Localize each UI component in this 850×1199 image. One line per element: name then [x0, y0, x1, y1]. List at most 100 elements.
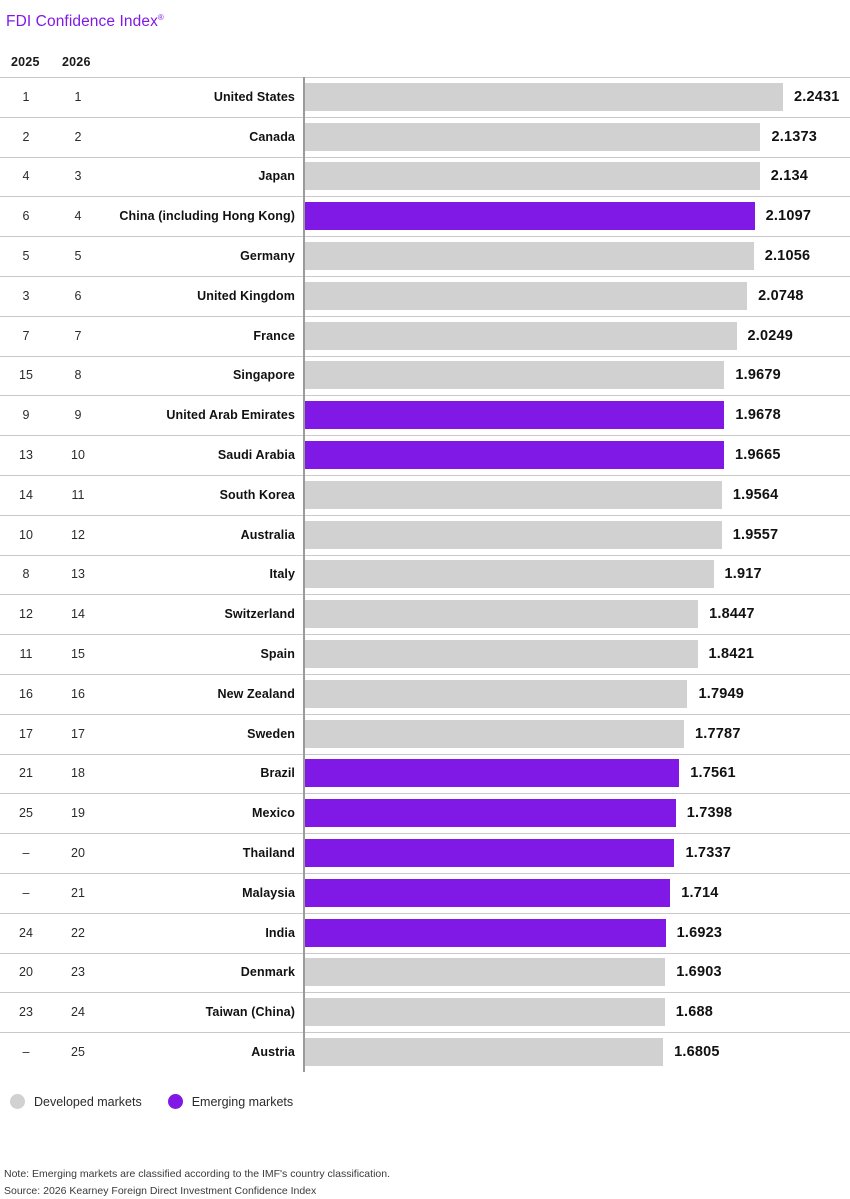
row-separator: [0, 116, 850, 118]
rank-2025-cell: 7: [22, 328, 30, 343]
table-row: 5 5 Germany 2.1056: [0, 236, 850, 276]
table-row: 21 18 Brazil 1.7561: [0, 753, 850, 794]
bar-emerging: [305, 401, 725, 430]
bar-emerging: [305, 799, 676, 828]
bar-zone: 1.7949: [303, 673, 850, 714]
note-text: Note: Emerging markets are classified ac…: [4, 1168, 390, 1180]
axis-line: [303, 1032, 305, 1072]
country-label: United Kingdom: [197, 288, 295, 303]
bar-zone: 1.6903: [303, 952, 850, 993]
bar-developed: [305, 162, 760, 191]
bar-zone: 1.7561: [303, 753, 850, 794]
rank-2026-cell: 13: [71, 567, 85, 582]
rank-2026-cell: 15: [71, 647, 85, 662]
bar-zone: 1.688: [303, 992, 850, 1033]
bar-developed: [305, 480, 722, 509]
axis-line: [303, 554, 305, 595]
rank-2026-cell: 24: [71, 1005, 85, 1020]
bar-emerging: [305, 202, 755, 231]
column-header-2025: 2025: [11, 55, 40, 69]
rank-2026-cell: 7: [74, 328, 82, 343]
country-label: India: [265, 925, 295, 940]
rank-2025-cell: 8: [22, 567, 30, 582]
axis-line: [303, 992, 305, 1033]
axis-line: [303, 793, 305, 834]
bar-developed: [305, 82, 783, 111]
bar-value-label: 1.8421: [708, 646, 755, 663]
axis-line: [303, 196, 305, 237]
legend-item-emerging: Emerging markets: [167, 1094, 294, 1109]
table-row: 3 6 United Kingdom 2.0748: [0, 275, 850, 316]
bar-value-label: 1.917: [724, 566, 762, 583]
bar-zone: 1.7398: [303, 793, 850, 834]
bar-developed: [305, 998, 665, 1027]
country-label: Singapore: [232, 368, 295, 383]
row-separator: [0, 77, 850, 78]
bar-value-label: 1.9564: [732, 486, 779, 503]
table-row: 25 19 Mexico 1.7398: [0, 793, 850, 834]
bar-value-label: 2.0249: [747, 327, 794, 344]
bar-zone: 1.9678: [303, 395, 850, 436]
country-label: China (including Hong Kong): [119, 209, 295, 224]
table-row: 24 22 India 1.6923: [0, 912, 850, 953]
legend-label: Emerging markets: [191, 1094, 294, 1109]
column-header-2026: 2026: [62, 55, 91, 69]
rank-2025-cell: –: [22, 1045, 30, 1060]
table-row: 23 24 Taiwan (China) 1.688: [0, 992, 850, 1033]
axis-line: [303, 116, 305, 157]
rank-2026-cell: 4: [74, 209, 82, 224]
page-title: FDI Confidence Index®: [6, 13, 164, 31]
country-label: Thailand: [242, 846, 295, 861]
rank-2025-cell: 23: [19, 1005, 33, 1020]
axis-line: [303, 753, 305, 794]
axis-line: [303, 634, 305, 674]
bar-zone: 1.6923: [303, 912, 850, 953]
bar-value-label: 2.2431: [794, 88, 840, 105]
country-label: Sweden: [247, 726, 295, 741]
country-label: Brazil: [260, 766, 295, 781]
table-row: 20 23 Denmark 1.6903: [0, 952, 850, 993]
bar-developed: [305, 321, 737, 350]
rank-2026-cell: 20: [71, 846, 85, 861]
column-headers: 2025 2026: [0, 55, 300, 73]
row-separator: [0, 912, 850, 914]
bar-zone: 2.134: [303, 156, 850, 197]
axis-line: [303, 355, 305, 396]
bar-value-label: 1.7787: [695, 725, 741, 742]
rank-2026-cell: 6: [74, 288, 82, 303]
bar-zone: 1.6805: [303, 1032, 850, 1072]
table-row: 11 15 Spain 1.8421: [0, 634, 850, 674]
bar-zone: 1.917: [303, 554, 850, 595]
page-title-text: FDI Confidence Index: [6, 13, 158, 30]
rank-2025-cell: 10: [19, 527, 33, 542]
row-separator: [0, 952, 850, 954]
bar-zone: 1.9665: [303, 435, 850, 475]
bar-emerging: [305, 759, 680, 788]
table-row: 6 4 China (including Hong Kong) 2.1097: [0, 196, 850, 237]
bar-emerging: [305, 878, 671, 907]
bar-value-label: 1.7949: [698, 685, 745, 702]
bar-developed: [305, 281, 748, 310]
bar-value-label: 1.9557: [732, 526, 779, 543]
rank-2025-cell: 9: [22, 408, 30, 423]
axis-line: [303, 236, 305, 276]
row-separator: [0, 474, 850, 476]
bar-zone: 1.9679: [303, 355, 850, 396]
bar-zone: 1.7787: [303, 713, 850, 754]
footnotes: Note: Emerging markets are classified ac…: [4, 1166, 390, 1199]
row-separator: [0, 1032, 850, 1034]
rank-2026-cell: 16: [71, 686, 85, 701]
row-separator: [0, 793, 850, 795]
table-row: 13 10 Saudi Arabia 1.9665: [0, 435, 850, 475]
row-separator: [0, 355, 850, 357]
rank-2025-cell: 12: [19, 607, 33, 622]
table-row: – 25 Austria 1.6805: [0, 1032, 850, 1072]
table-row: 1 1 United States 2.2431: [0, 77, 850, 117]
axis-line: [303, 474, 305, 515]
bar-value-label: 1.7561: [690, 765, 736, 782]
axis-line: [303, 435, 305, 475]
country-label: Taiwan (China): [205, 1005, 295, 1020]
country-label: Australia: [240, 527, 295, 542]
bar-developed: [305, 1038, 664, 1067]
rank-2026-cell: 25: [71, 1045, 85, 1060]
